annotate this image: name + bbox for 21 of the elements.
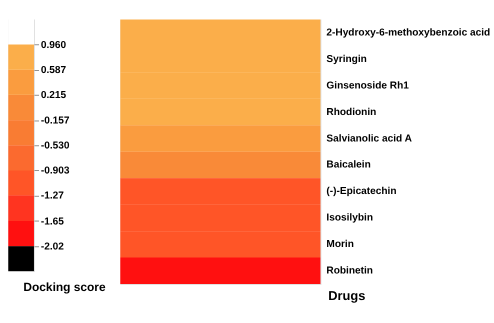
color-bar-label: -0.530: [40, 140, 70, 152]
y-tick-label: Rhodionin: [326, 106, 376, 118]
y-tick-label: (-)-Epicatechin: [326, 186, 397, 198]
y-tick-label: 2-Hydroxy-6-methoxybenzoic acid: [326, 27, 490, 38]
y-tick-label: Morin: [326, 239, 354, 250]
y-tick-label: Ginsenoside Rh1: [326, 80, 410, 92]
color-bar-label: 0.587: [40, 64, 67, 76]
color-bar-label: -1.65: [40, 216, 64, 228]
color-bar-label: -0.903: [40, 166, 70, 177]
y-tick-label: Isosilybin: [326, 212, 373, 224]
color-bar-label: 0.215: [40, 90, 67, 102]
y-tick-label: Baicalein: [326, 160, 371, 171]
color-bar-label: -1.27: [40, 190, 64, 202]
y-axis-title: Drugs: [328, 288, 366, 304]
y-tick-label: Robinetin: [326, 265, 373, 276]
color-bar-label: -0.157: [40, 115, 70, 126]
color-bar-label: -2.02: [40, 241, 64, 252]
y-tick-label: Syringin: [326, 54, 367, 65]
color-bar-label: 0.960: [40, 40, 67, 51]
y-tick-label: Salvianolic acid A: [326, 133, 413, 144]
color-bar-title: Docking score: [23, 280, 106, 294]
